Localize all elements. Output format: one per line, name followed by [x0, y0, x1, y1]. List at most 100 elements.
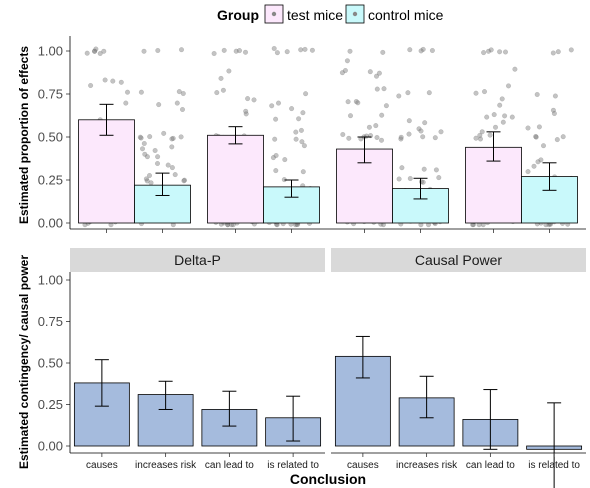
jitter-point: [420, 46, 426, 52]
jitter-point: [491, 112, 497, 118]
x-axis-title: Conclusion: [290, 471, 366, 487]
jitter-point: [144, 154, 150, 160]
jitter-point: [299, 139, 305, 145]
jitter-point: [178, 47, 184, 53]
jitter-point: [170, 135, 176, 141]
jitter-point: [273, 152, 279, 158]
jitter-point: [293, 136, 299, 142]
jitter-point: [93, 46, 99, 52]
jitter-point: [273, 168, 279, 174]
jitter-point: [165, 162, 171, 168]
jitter-point: [554, 137, 560, 143]
x-tick-label-can-lead-to: can lead to: [205, 460, 254, 471]
jitter-point: [396, 93, 402, 99]
jitter-point: [88, 82, 94, 88]
bottom-x-axis-ticks: causes increases risk can lead to is relate…: [86, 453, 580, 471]
top-y-axis-label: Estimated proportion of effects: [17, 46, 31, 224]
jitter-point: [374, 73, 380, 79]
jitter-point: [379, 112, 385, 118]
jitter-point: [568, 47, 574, 53]
jitter-point: [138, 89, 144, 95]
jitter-point: [221, 47, 227, 53]
jitter-point: [180, 90, 186, 96]
jitter-point: [353, 98, 359, 104]
jitter-point: [84, 50, 90, 56]
x-tick-label-increases-risk: increases risk: [396, 460, 458, 471]
jitter-point: [148, 180, 154, 186]
jitter-point: [379, 137, 385, 143]
jitter-point: [298, 127, 304, 133]
jitter-point: [551, 110, 557, 116]
bottom-y-tick-label: 0.00: [38, 439, 63, 454]
jitter-point: [541, 143, 547, 149]
jitter-point: [367, 69, 373, 75]
jitter-point: [91, 48, 97, 54]
jitter-point: [300, 110, 306, 116]
jitter-point: [123, 100, 129, 106]
jitter-point: [486, 48, 492, 54]
jitter-point: [110, 78, 116, 84]
facet-title-delta-p: Delta-P: [174, 252, 221, 268]
bottom-y-tick-label: 0.25: [38, 397, 63, 412]
jitter-point: [380, 49, 386, 55]
bottom-y-tick-label: 0.75: [38, 314, 63, 329]
jitter-point: [383, 103, 389, 109]
facet-strip-causal-power: [331, 248, 586, 272]
jitter-point: [269, 103, 275, 109]
top-x-axis-ticks: [106, 229, 550, 233]
jitter-point: [355, 100, 361, 106]
jitter-point: [142, 151, 148, 157]
jitter-point: [433, 167, 439, 173]
jitter-point: [161, 130, 167, 136]
jitter-point: [487, 132, 493, 138]
top-y-tick-label: 1.00: [38, 44, 63, 59]
jitter-point: [493, 124, 499, 130]
jitter-point: [146, 172, 152, 178]
jitter-point: [293, 129, 299, 135]
jitter-point: [398, 136, 404, 142]
jitter-point: [236, 48, 242, 54]
jitter-point: [181, 178, 187, 184]
jitter-point: [407, 47, 413, 53]
jitter-point: [92, 48, 98, 54]
jitter-point: [169, 165, 175, 171]
jitter-point: [220, 87, 226, 93]
jitter-point: [339, 70, 345, 76]
jitter-point: [346, 135, 352, 141]
jitter-point: [525, 169, 531, 175]
jitter-point: [226, 68, 232, 74]
jitter-point: [405, 90, 411, 96]
jitter-point: [340, 131, 346, 137]
jitter-point: [418, 128, 424, 134]
bottom-bars: [73, 355, 583, 450]
jitter-point: [482, 89, 488, 95]
jitter-point: [301, 143, 307, 149]
jitter-point: [512, 66, 518, 72]
jitter-point: [538, 157, 544, 163]
legend-label-control: control mice: [368, 7, 444, 23]
jitter-point: [298, 47, 304, 53]
jitter-point: [509, 114, 515, 120]
jitter-point: [178, 134, 184, 140]
jitter-point: [284, 49, 290, 55]
bottom-error-bars: [94, 335, 562, 488]
jitter-point: [533, 134, 539, 140]
jitter-point: [438, 129, 444, 135]
jitter-point: [172, 172, 178, 178]
jitter-point: [406, 118, 412, 124]
jitter-point: [555, 49, 561, 55]
x-tick-label-is-related-to: is related to: [528, 460, 580, 471]
jitter-point: [506, 83, 512, 89]
bar-test-mice-causes: [78, 119, 135, 224]
jitter-point: [366, 124, 372, 130]
jitter-point: [418, 48, 424, 54]
jitter-point: [398, 134, 404, 140]
bar-test-mice-increases-risk: [207, 134, 264, 224]
jitter-point: [303, 91, 309, 97]
jitter-point: [143, 176, 149, 182]
jitter-point: [152, 147, 158, 153]
jitter-point: [97, 51, 103, 57]
jitter-point: [484, 114, 490, 120]
jitter-point: [274, 50, 280, 56]
